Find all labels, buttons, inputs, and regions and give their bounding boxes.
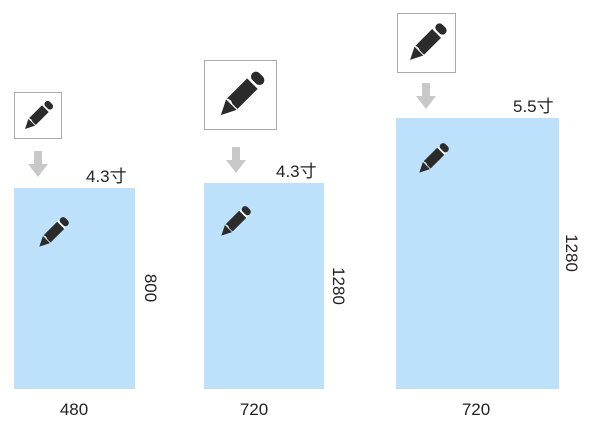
pencil-icon [18,96,58,136]
device-3-screen [396,118,559,389]
down-arrow-icon [226,147,246,173]
down-arrow-icon [28,151,48,177]
device-1-width-label: 480 [59,400,89,419]
pencil-icon [210,64,272,126]
device-3-size-label: 5.5寸 [513,97,554,116]
down-arrow-icon [416,83,436,109]
device-1-size-label: 4.3寸 [86,167,127,186]
device-1-height-label: 800 [141,273,160,303]
device-3-width-label: 720 [461,400,491,419]
pencil-icon [401,17,453,69]
device-2-height-label: 1280 [329,267,348,305]
device-1-icon-box [14,92,62,139]
device-2-width-label: 720 [239,400,269,419]
device-3-icon-box [397,13,456,73]
device-3-height-label: 1280 [562,234,581,272]
device-2-size-label: 4.3寸 [276,162,317,181]
pencil-icon [214,201,256,243]
device-2-screen [204,183,324,389]
pencil-icon [32,212,74,254]
pencil-icon [412,138,454,180]
device-1-screen [14,188,135,389]
device-2-icon-box [204,60,277,130]
